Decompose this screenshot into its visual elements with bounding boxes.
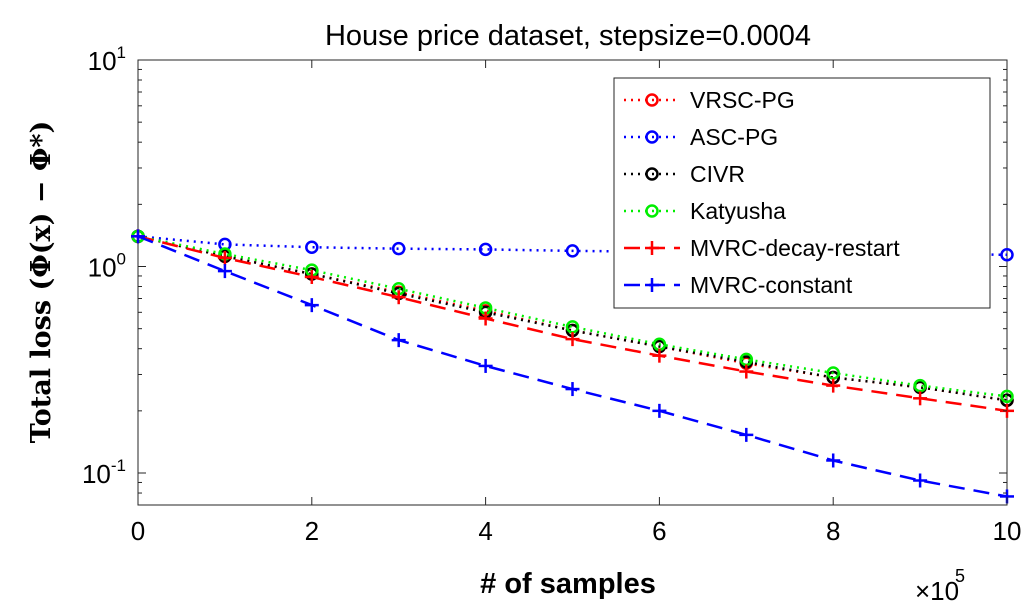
x-axis-multiplier: ×10 5 — [915, 566, 965, 606]
legend-marker-mvrc-constant — [645, 278, 659, 292]
legend-marker-katyusha — [645, 204, 659, 218]
x-tick-label: 0 — [131, 516, 145, 546]
data-point-mvrc-constant — [826, 453, 841, 468]
data-point-mvrc-constant — [131, 229, 145, 244]
data-point-asc-pg — [565, 244, 580, 258]
y-tick-label: 100 — [88, 250, 126, 283]
legend-label-mvrc-decay-restart: MVRC-decay-restart — [690, 235, 900, 261]
data-point-mvrc-constant — [739, 427, 754, 442]
data-point-mvrc-decay-restart — [391, 290, 406, 305]
y-axis-label: Total loss (Φ(x) − Φ*) — [26, 121, 57, 443]
legend-marker-asc-pg — [645, 130, 659, 144]
y-tick-label: 101 — [88, 43, 126, 76]
data-point-katyusha — [826, 366, 840, 380]
legend-label-civr: CIVR — [690, 161, 745, 187]
legend-marker-mvrc-decay-restart — [645, 241, 659, 255]
data-point-mvrc-constant — [304, 298, 319, 313]
x-tick-label: 6 — [652, 516, 666, 546]
legend-entry-civr: CIVR — [624, 161, 745, 187]
legend-entry-mvrc-decay-restart: MVRC-decay-restart — [624, 235, 900, 261]
x-multiplier-base: ×10 — [915, 576, 959, 606]
data-point-mvrc-constant — [913, 473, 928, 488]
legend-label-vrsc-pg: VRSC-PG — [690, 87, 795, 113]
legend-label-mvrc-constant: MVRC-constant — [690, 272, 853, 298]
x-multiplier-exponent: 5 — [955, 566, 965, 586]
data-point-mvrc-constant — [391, 333, 406, 348]
series-line-civr — [137, 235, 1008, 402]
series-line-asc-pg — [137, 235, 1008, 257]
series-line-mvrc-decay-restart — [137, 235, 1008, 413]
data-point-asc-pg — [1000, 248, 1014, 262]
data-point-mvrc-decay-restart — [565, 332, 580, 347]
data-point-mvrc-decay-restart — [652, 348, 667, 363]
data-point-mvrc-decay-restart — [217, 250, 232, 265]
ticks-layer: 0 2 4 6 8 10 10-1 100 101 — [82, 43, 1022, 546]
data-point-mvrc-decay-restart — [739, 364, 754, 379]
data-point-asc-pg — [305, 240, 319, 254]
data-point-katyusha — [1000, 389, 1014, 404]
data-point-asc-pg — [391, 241, 406, 256]
legend-box — [613, 77, 991, 309]
data-point-mvrc-decay-restart — [913, 391, 928, 406]
legend-marker-civr — [645, 167, 659, 181]
legend-label-katyusha: Katyusha — [690, 198, 786, 224]
series-line-katyusha — [137, 235, 1008, 398]
chart-title: House price dataset, stepsize=0.0004 — [325, 20, 811, 52]
data-point-mvrc-decay-restart — [478, 311, 493, 326]
legend-marker-vrsc-pg — [645, 93, 659, 107]
data-point-mvrc-constant — [652, 403, 667, 418]
data-point-mvrc-constant — [478, 358, 493, 373]
x-axis-label: # of samples — [480, 568, 656, 600]
x-tick-label: 10 — [993, 516, 1022, 546]
data-point-mvrc-decay-restart — [826, 378, 841, 393]
legend-entry-asc-pg: ASC-PG — [624, 124, 778, 150]
data-point-mvrc-constant — [217, 264, 232, 279]
legend-entry-katyusha: Katyusha — [624, 198, 786, 224]
legend-label-asc-pg: ASC-PG — [690, 124, 778, 150]
x-tick-label: 8 — [826, 516, 840, 546]
series-layer — [131, 229, 1014, 504]
x-tick-label: 4 — [478, 516, 492, 546]
data-point-mvrc-constant — [565, 382, 580, 397]
x-tick-label: 2 — [305, 516, 319, 546]
legend: VRSC-PG ASC-PG CIVR Katyusha MVRC-decay-rest… — [613, 77, 991, 309]
data-point-mvrc-decay-restart — [304, 269, 319, 284]
data-point-katyusha — [913, 378, 927, 393]
legend-entry-vrsc-pg: VRSC-PG — [624, 87, 795, 113]
legend-entry-mvrc-constant: MVRC-constant — [624, 272, 853, 298]
data-point-asc-pg — [478, 242, 493, 257]
y-tick-label: 10-1 — [82, 456, 126, 489]
